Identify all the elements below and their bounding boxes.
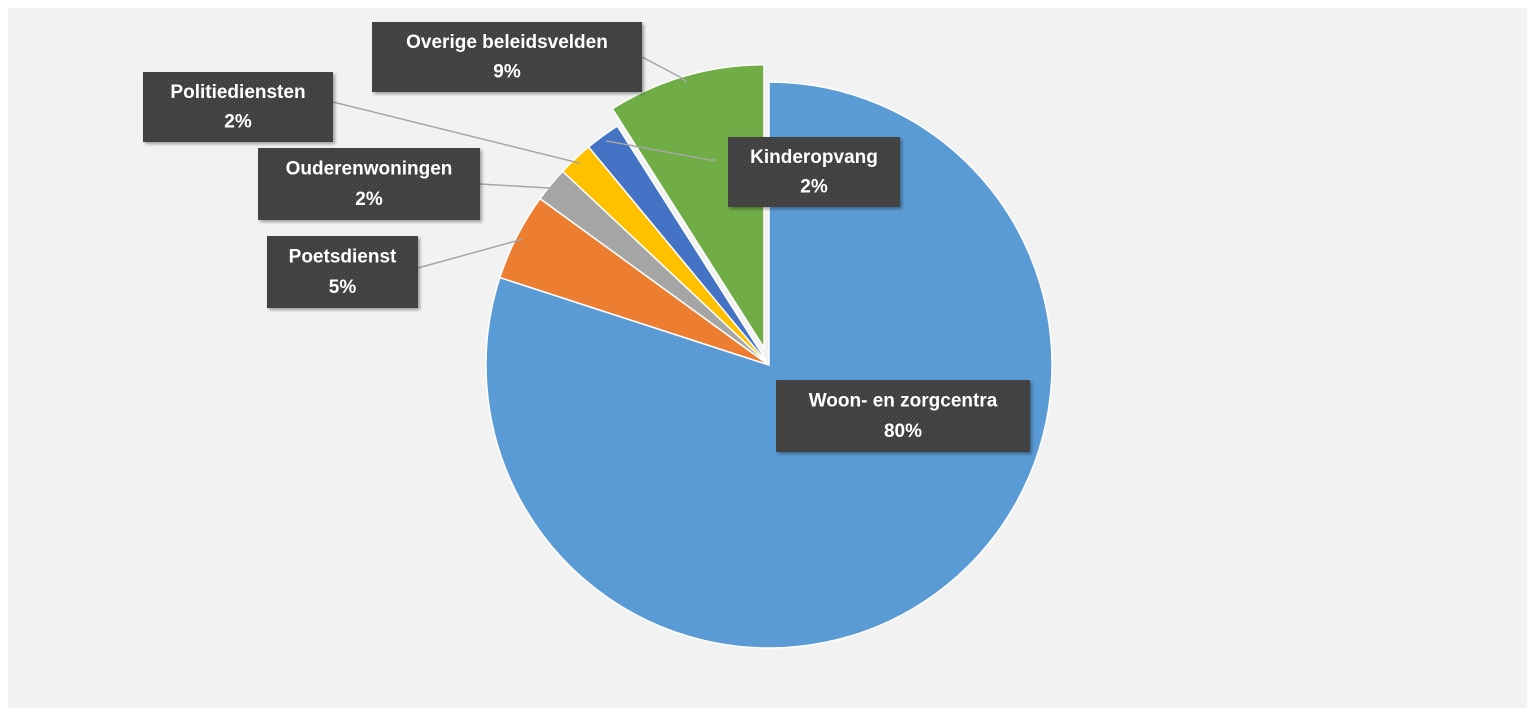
value-label: 2% [800, 176, 828, 197]
leader-line [332, 101, 580, 164]
label-box [776, 380, 1030, 452]
category-label: Poetsdienst [289, 247, 397, 268]
label-box [267, 236, 418, 308]
label-box [372, 22, 642, 92]
leader-line [417, 238, 523, 269]
category-label: Ouderenwoningen [286, 159, 453, 180]
category-label: Kinderopvang [750, 147, 878, 168]
category-label: Overige beleidsvelden [406, 32, 608, 53]
label-box [728, 137, 900, 207]
pie-slice [587, 125, 770, 366]
pie-slice [611, 63, 765, 351]
category-label: Woon- en zorgcentra [809, 391, 998, 412]
value-label: 9% [493, 61, 521, 82]
category-label: Politiediensten [170, 82, 305, 103]
leader-line [641, 56, 688, 83]
leader-line [606, 140, 716, 161]
value-label: 5% [329, 277, 357, 298]
value-label: 2% [355, 189, 383, 210]
value-label: 80% [884, 421, 922, 442]
value-label: 2% [224, 111, 252, 132]
leader-line [479, 183, 556, 190]
label-box [143, 72, 333, 142]
label-box [258, 148, 480, 220]
